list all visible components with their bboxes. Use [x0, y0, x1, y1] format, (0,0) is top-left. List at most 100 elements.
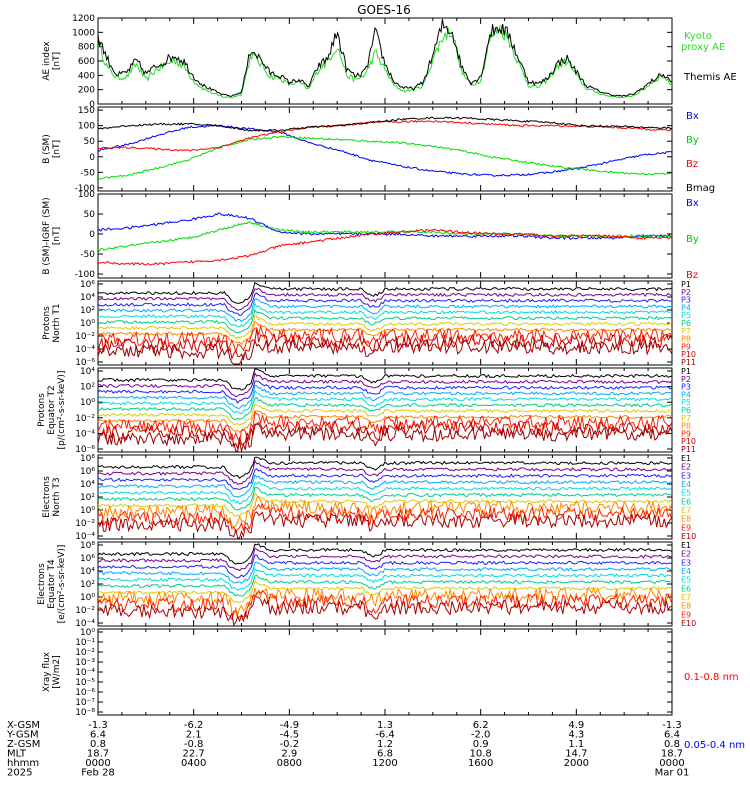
channel-e4	[97, 561, 673, 584]
legend-entry: Themis AE	[683, 72, 737, 83]
legend-entry: 0.1-0.8 nm	[684, 672, 739, 683]
footer-cell: -1.3	[662, 720, 682, 731]
y-tick-label: 10²	[80, 580, 95, 590]
y-tick-label: 0	[89, 100, 95, 110]
y-axis-label: Xray flux	[42, 651, 52, 692]
y-tick-label: 10²	[80, 493, 95, 503]
legend-entry: E5	[681, 489, 691, 498]
footer-cell: 6.4	[664, 730, 680, 741]
footer-row-label: Z-GSM	[7, 739, 40, 750]
footer-cell: 0.8	[90, 739, 106, 750]
legend-entry: proxy AE	[681, 42, 725, 53]
y-tick-label: 10⁸	[80, 454, 95, 464]
series-by	[98, 135, 673, 180]
legend-entry: Bmag	[686, 183, 715, 194]
series-bx	[97, 212, 673, 241]
legend-entry: P5	[681, 311, 691, 320]
panel-electrons_t3: Electrons North T3 10⁸ 10⁶ 10⁴ 10² 10⁰ 10⁻² 10⁻⁴…	[42, 454, 696, 542]
y-tick-label: 50	[84, 210, 96, 220]
legend-entry: E3	[681, 558, 691, 567]
y-tick-label: 10⁻⁴	[75, 619, 95, 629]
y-tick-label: 10⁶	[80, 280, 95, 290]
footer-cell: -2.0	[471, 730, 491, 741]
y-axis-label: [p/(cm²-s-sr-keV)]	[57, 371, 67, 450]
footer-cell: 1.3	[377, 720, 393, 731]
channel-e2	[97, 547, 673, 572]
y-tick-label: 400	[78, 71, 95, 81]
channel-e3	[97, 554, 673, 579]
series-bz	[97, 228, 673, 266]
y-axis-label: [nT]	[52, 52, 62, 70]
footer-cell: 18.7	[661, 749, 683, 760]
channel-e10	[97, 511, 673, 539]
y-axis-label: [W/m2]	[52, 655, 62, 688]
y-tick-label: -100	[75, 184, 96, 194]
legend-entry: E10	[681, 619, 696, 628]
panels: AE index [nT]020040060080010001200Kyotopr…	[37, 14, 745, 751]
legend-entry: P1	[681, 367, 691, 376]
legend-entry: P10	[681, 350, 696, 359]
y-tick-label: 10⁴	[80, 293, 95, 303]
y-tick-label: 10⁸	[80, 541, 95, 551]
footer-cell: 1.2	[377, 739, 393, 750]
footer-cell: 14.7	[565, 749, 587, 760]
y-tick-label: 10²	[80, 306, 95, 316]
legend-entry: P7	[681, 327, 691, 336]
series-themis-ae	[97, 18, 673, 97]
plot-title: GOES-16	[357, 3, 411, 17]
channel-e4	[97, 473, 673, 498]
y-tick-label: 10⁻²	[75, 519, 95, 529]
channel-p1	[97, 368, 673, 391]
channel-p2	[97, 287, 673, 311]
channel-p10	[97, 328, 673, 361]
legend-entry: E8	[681, 602, 691, 611]
footer-table: X-GSMY-GSMZ-GSMMLThhmm2025-1.36.40.818.7…	[6, 720, 689, 779]
legend-entry: P6	[681, 319, 691, 328]
legend-entry: P11	[681, 358, 696, 367]
channel-e5	[97, 481, 673, 505]
y-tick-label: 1200	[72, 14, 95, 24]
channel-e2	[97, 459, 673, 486]
panel-electrons_t4: Electrons Equator T4 [e/(cm²-s-sr-keV)] 10⁸…	[37, 541, 696, 629]
footer-row-label: MLT	[7, 749, 27, 760]
legend-entry: E7	[681, 593, 691, 602]
y-tick-label: 0	[89, 153, 95, 163]
legend-entry: P1	[681, 280, 691, 289]
y-tick-label: 10⁰	[80, 319, 95, 329]
channel-p6	[97, 396, 673, 421]
channel-p4	[97, 384, 673, 409]
legend-entry: P3	[681, 383, 691, 392]
footer-row-label: hhmm	[7, 758, 39, 769]
footer-cell: 2000	[564, 758, 589, 769]
panel-ae: AE index [nT] 0 200 400 600 800 1000 1200 Kyotopr…	[42, 14, 737, 110]
y-tick-label: 50	[84, 137, 96, 147]
footer-cell: 6.2	[473, 720, 489, 731]
channel-p5	[97, 302, 673, 328]
panel-frame	[97, 628, 673, 716]
y-tick-label: 10⁻⁸	[75, 708, 95, 718]
footer-cell: -6.2	[184, 720, 204, 731]
footer-cell: 10.8	[470, 749, 492, 760]
legend-entry: E9	[681, 610, 691, 619]
footer-cell: 6.8	[377, 749, 393, 760]
footer-cell: 4.3	[568, 730, 584, 741]
channel-p11	[97, 338, 673, 365]
footer-cell: 1200	[372, 758, 397, 769]
legend-entry: Bz	[686, 270, 698, 281]
panel-bigrf: B (SM)-IGRF (SM) [nT] -100 -50 0 50 100 Bx By Bz	[42, 190, 699, 281]
y-tick-label: 10⁻²	[75, 332, 95, 342]
y-tick-label: 10⁶	[80, 467, 95, 477]
legend-entry: By	[686, 234, 699, 245]
y-axis-label: B (SM)-IGRF (SM)	[42, 197, 52, 274]
footer-cell: 0.9	[473, 739, 489, 750]
y-tick-label: 10⁰	[80, 398, 95, 408]
y-axis-label: Equator T2	[47, 385, 57, 434]
legend-entry: P5	[681, 398, 691, 407]
channel-p6	[97, 309, 673, 334]
series-kyoto-proxy-ae	[97, 25, 673, 99]
y-tick-label: -50	[80, 168, 95, 178]
legend-entry: E9	[681, 523, 691, 532]
y-tick-label: 10⁻⁴	[75, 532, 95, 542]
legend-entry: E6	[681, 584, 691, 593]
legend-entry: E2	[681, 463, 691, 472]
